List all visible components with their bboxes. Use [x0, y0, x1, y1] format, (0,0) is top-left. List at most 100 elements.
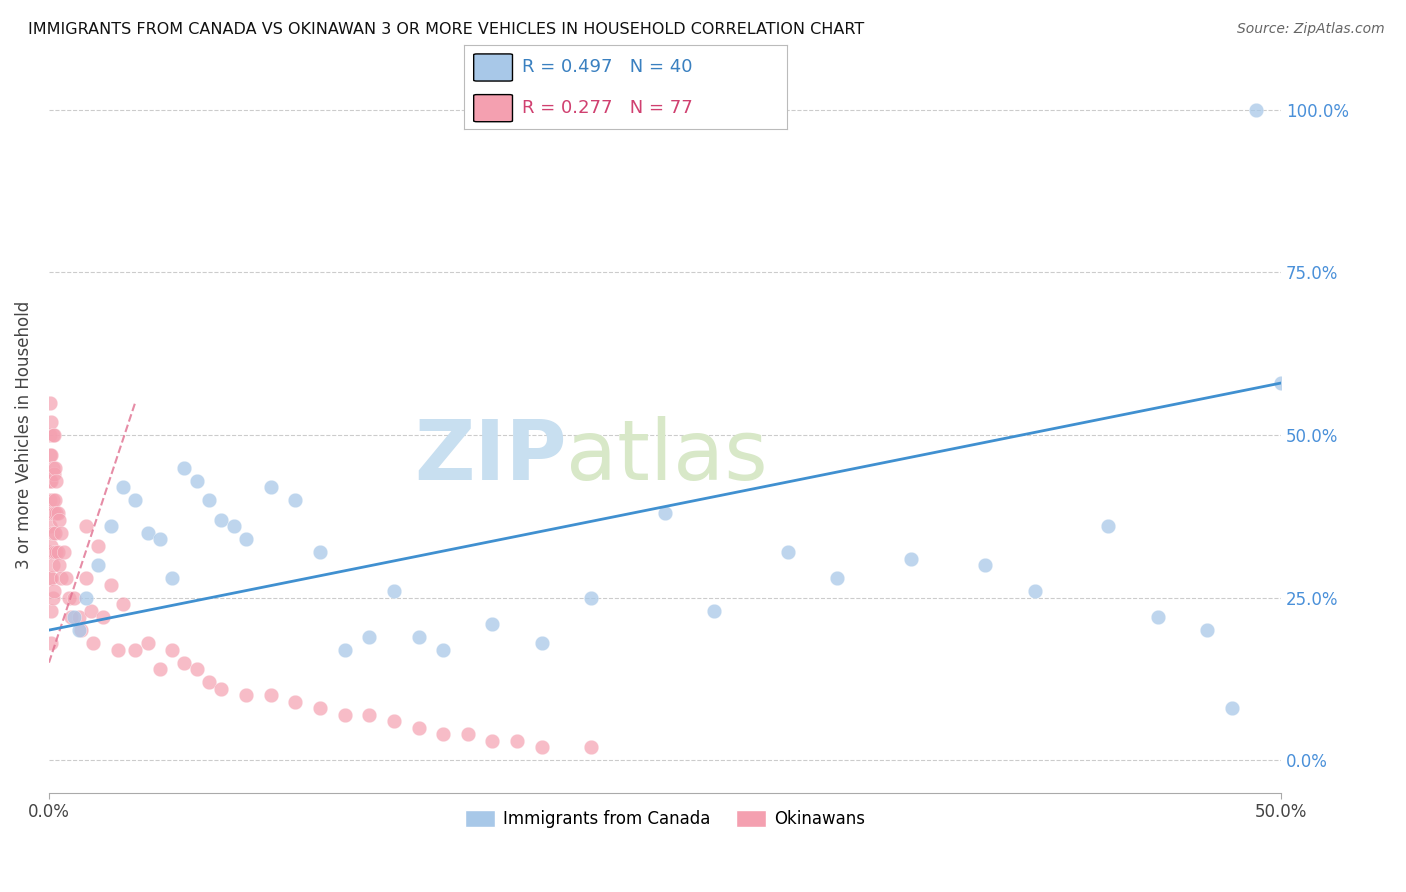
Point [41, 506, 63, 520]
Point [1246, 103, 1268, 117]
Point [235, 688, 257, 702]
Point [100, 519, 122, 533]
Point [579, 740, 602, 755]
Point [457, 727, 479, 741]
Point [48, 558, 70, 573]
FancyBboxPatch shape [474, 54, 513, 81]
Point [974, 558, 997, 573]
Point [100, 577, 122, 591]
Point [235, 532, 257, 546]
Point [39, 428, 62, 442]
Point [111, 480, 134, 494]
Point [382, 584, 405, 599]
Point [408, 721, 430, 735]
Point [160, 642, 183, 657]
Point [42, 584, 65, 599]
Text: R = 0.277   N = 77: R = 0.277 N = 77 [522, 99, 693, 117]
Point [67, 610, 90, 624]
Point [333, 707, 356, 722]
Point [51, 571, 73, 585]
Point [67, 623, 90, 637]
Point [82, 636, 104, 650]
Point [173, 656, 195, 670]
Point [60, 610, 83, 624]
Point [39, 493, 62, 508]
Point [62, 610, 84, 624]
Point [87, 539, 110, 553]
Point [211, 681, 233, 696]
Point [359, 630, 381, 644]
Point [111, 597, 134, 611]
Point [42, 545, 65, 559]
Point [1220, 701, 1243, 715]
Point [703, 604, 725, 618]
Point [160, 571, 183, 585]
Point [1270, 376, 1292, 390]
Point [186, 474, 208, 488]
Point [481, 733, 503, 747]
Point [41, 460, 63, 475]
Point [309, 545, 332, 559]
Point [432, 642, 454, 657]
FancyBboxPatch shape [474, 95, 513, 121]
Point [107, 642, 129, 657]
Text: IMMIGRANTS FROM CANADA VS OKINAWAN 3 OR MORE VEHICLES IN HOUSEHOLD CORRELATION C: IMMIGRANTS FROM CANADA VS OKINAWAN 3 OR … [28, 22, 865, 37]
Point [55, 571, 77, 585]
Point [42, 467, 65, 481]
Point [481, 616, 503, 631]
Point [284, 493, 307, 508]
Point [39, 519, 62, 533]
Point [39, 571, 62, 585]
Point [44, 460, 66, 475]
Point [382, 714, 405, 728]
Point [39, 474, 62, 488]
Point [58, 591, 80, 605]
Point [124, 493, 146, 508]
Point [530, 740, 553, 755]
Point [827, 571, 849, 585]
Point [51, 525, 73, 540]
Point [124, 642, 146, 657]
Point [41, 558, 63, 573]
Point [75, 591, 97, 605]
Point [149, 532, 172, 546]
Point [39, 448, 62, 462]
Point [1195, 623, 1218, 637]
Point [48, 512, 70, 526]
Point [260, 688, 283, 702]
Point [46, 545, 69, 559]
Point [136, 525, 159, 540]
Point [309, 701, 332, 715]
Point [579, 591, 602, 605]
Point [91, 610, 114, 624]
Point [136, 636, 159, 650]
Point [198, 675, 221, 690]
Point [44, 525, 66, 540]
Point [1146, 610, 1168, 624]
Point [62, 591, 84, 605]
Legend: Immigrants from Canada, Okinawans: Immigrants from Canada, Okinawans [458, 803, 872, 834]
Point [41, 493, 63, 508]
Point [198, 493, 221, 508]
Point [333, 642, 356, 657]
Text: ZIP: ZIP [413, 416, 567, 497]
Point [654, 506, 676, 520]
Point [211, 512, 233, 526]
Point [41, 525, 63, 540]
Point [42, 506, 65, 520]
Point [45, 474, 67, 488]
Point [408, 630, 430, 644]
Point [41, 428, 63, 442]
Point [41, 591, 63, 605]
Point [41, 415, 63, 429]
Point [75, 571, 97, 585]
Point [80, 604, 103, 618]
Point [87, 558, 110, 573]
Point [149, 662, 172, 676]
Point [45, 545, 67, 559]
Text: Source: ZipAtlas.com: Source: ZipAtlas.com [1237, 22, 1385, 37]
Text: atlas: atlas [567, 416, 768, 497]
Point [75, 519, 97, 533]
Point [173, 460, 195, 475]
Point [41, 604, 63, 618]
